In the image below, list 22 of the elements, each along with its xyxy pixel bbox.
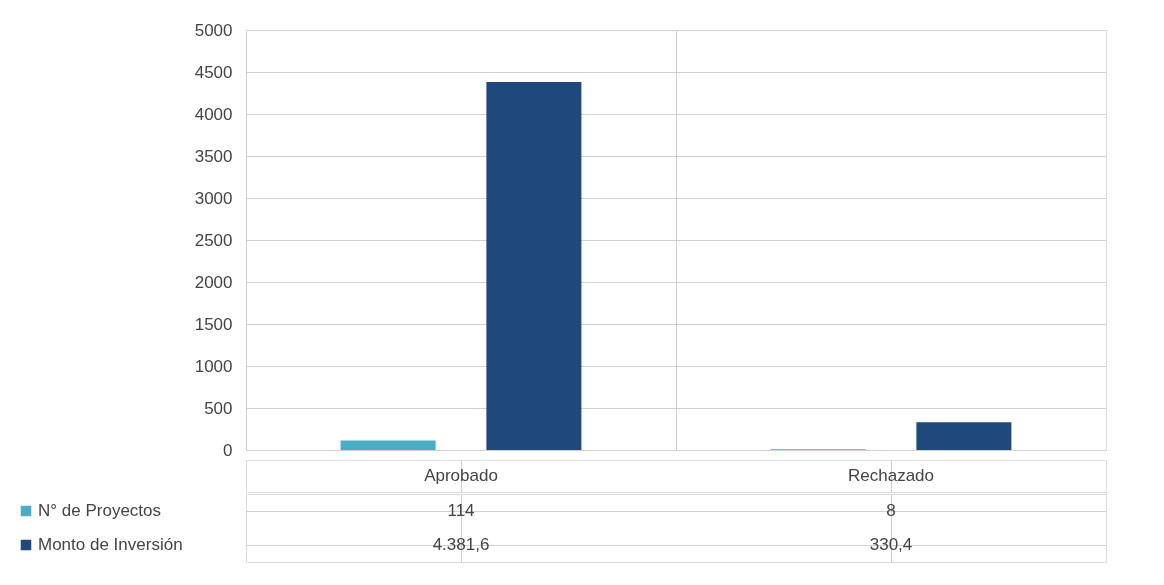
bar xyxy=(916,422,1012,450)
y-tick-label: 5000 xyxy=(194,20,233,40)
y-tick-label: 2500 xyxy=(194,230,233,250)
y-tick-label: 3500 xyxy=(194,146,233,166)
data-label: 4.381,6 xyxy=(432,535,490,554)
y-tick-label: 4500 xyxy=(194,62,233,82)
legend-label: Monto de Inversión xyxy=(38,535,183,554)
bar xyxy=(340,440,436,450)
data-label: 8 xyxy=(886,501,896,520)
y-tick-label: 2000 xyxy=(194,272,233,292)
y-tick-label: 500 xyxy=(204,398,233,418)
y-tick-label: 3000 xyxy=(194,188,233,208)
data-label: 330,4 xyxy=(869,535,913,554)
x-tick-label: Rechazado xyxy=(847,466,935,485)
bar xyxy=(486,81,582,450)
y-tick-label: 1000 xyxy=(194,356,233,376)
y-tick-label: 0 xyxy=(223,440,233,460)
y-tick-label: 1500 xyxy=(194,314,233,334)
y-tick-label: 4000 xyxy=(194,104,233,124)
x-tick-label: Aprobado xyxy=(424,466,498,485)
legend-label: N° de Proyectos xyxy=(38,501,162,520)
data-label: 114 xyxy=(447,501,475,520)
